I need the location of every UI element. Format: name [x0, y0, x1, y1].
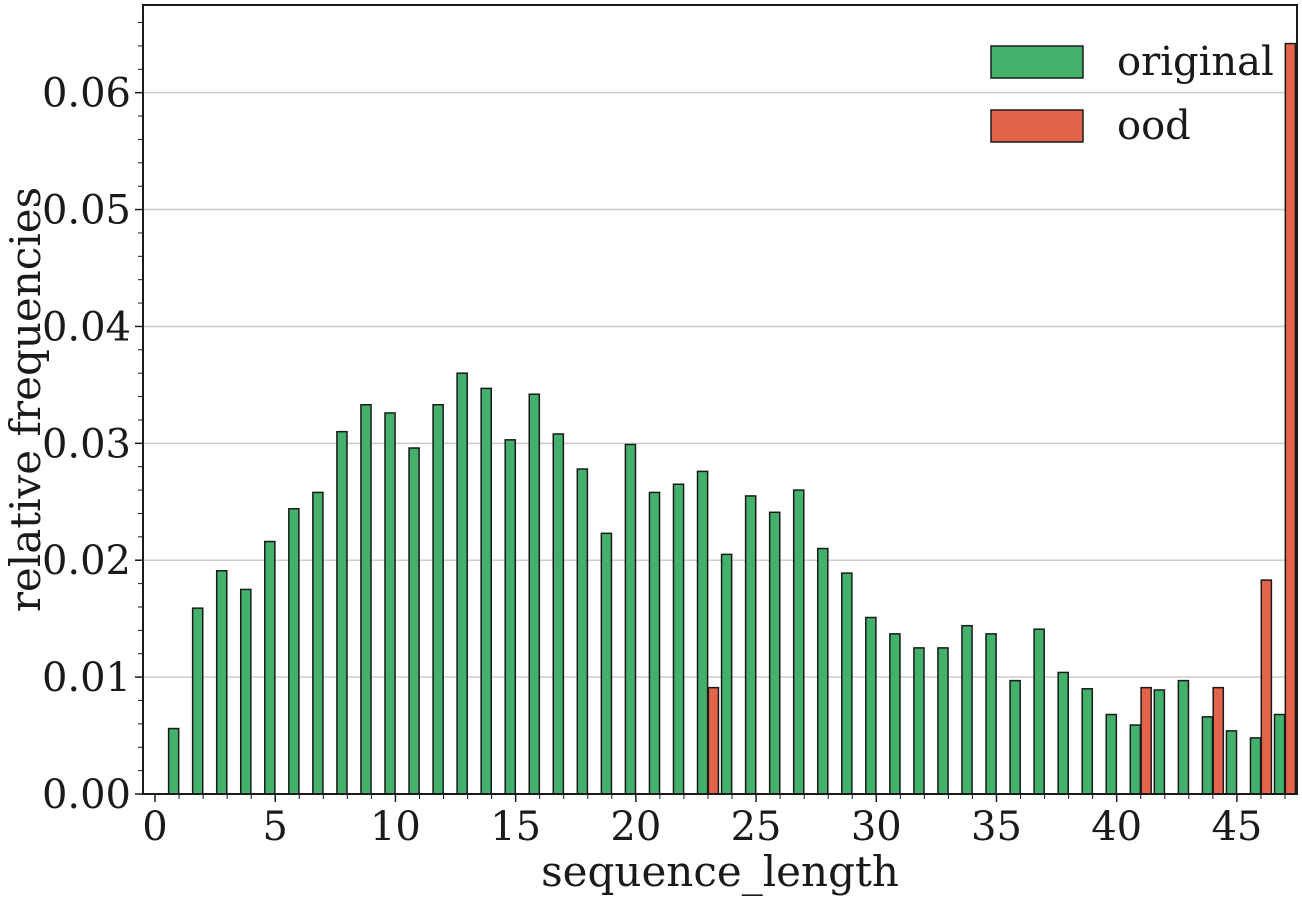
bar-original-37: [1033, 628, 1045, 795]
bar-original-46: [1249, 737, 1262, 795]
legend: original ood: [990, 39, 1274, 149]
x-tick-label-35: 35: [971, 804, 1022, 850]
y-tick-label-0: 0.00: [42, 772, 131, 818]
bar-original-38: [1057, 671, 1069, 795]
bar-original-29: [841, 572, 853, 795]
y-tick-label-5: 0.05: [42, 188, 131, 234]
bar-original-14: [480, 387, 492, 795]
legend-label-ood: ood: [1117, 103, 1191, 149]
y-tick-label-3: 0.03: [42, 421, 131, 467]
bar-original-21: [648, 491, 661, 795]
bar-original-43: [1177, 679, 1190, 795]
y-axis: 0.00 0.01 0.02 0.03 0.04 0.05 0.06: [42, 22, 143, 818]
bar-original-8: [336, 430, 348, 795]
bar-original-26: [768, 511, 781, 795]
y-tick-label-6: 0.06: [42, 71, 131, 117]
x-tick-label-5: 5: [263, 804, 288, 850]
bar-ood-23: [707, 686, 720, 795]
bar-original-7: [312, 491, 324, 795]
y-tick-label-2: 0.02: [42, 538, 131, 584]
legend-swatch-original: [990, 45, 1084, 79]
bar-original-40: [1105, 713, 1118, 795]
bar-original-4: [239, 588, 252, 795]
bar-original-19: [600, 532, 613, 795]
bar-original-1: [167, 727, 180, 795]
bar-original-20: [624, 443, 637, 795]
bar-original-32: [913, 647, 925, 795]
bar-original-28: [816, 547, 829, 795]
x-tick-label-40: 40: [1091, 804, 1142, 850]
bar-original-25: [744, 495, 757, 795]
bar-original-30: [865, 616, 877, 795]
x-tick-label-20: 20: [610, 804, 661, 850]
bar-ood-46: [1260, 579, 1273, 795]
bar-original-39: [1081, 688, 1094, 795]
y-tick-label-4: 0.04: [42, 304, 131, 350]
bar-original-35: [985, 633, 997, 795]
bar-original-6: [288, 508, 300, 795]
bar-original-10: [384, 412, 396, 795]
bars: [167, 42, 1297, 795]
bar-original-12: [432, 404, 444, 795]
bar-original-42: [1153, 689, 1166, 795]
bar-original-23: [696, 470, 709, 795]
bar-original-18: [576, 468, 589, 795]
legend-label-original: original: [1117, 39, 1274, 85]
x-axis-label: sequence_length: [541, 847, 899, 896]
grid-lines: [143, 91, 1297, 678]
bar-ood-47: [1284, 42, 1297, 795]
y-tick-label-1: 0.01: [42, 655, 131, 701]
bar-original-27: [792, 489, 805, 795]
x-tick-label-10: 10: [370, 804, 421, 850]
bar-original-31: [889, 633, 901, 795]
bar-original-11: [408, 447, 420, 795]
bar-ood-41: [1140, 686, 1152, 795]
x-tick-label-15: 15: [490, 804, 541, 850]
bar-original-5: [264, 540, 276, 795]
x-axis: 0 5 10 15 20 25 30 35 40 45: [142, 794, 1286, 850]
plot-frame: [142, 4, 1298, 795]
bar-original-22: [672, 483, 685, 795]
bar-original-15: [504, 439, 517, 795]
bar-original-9: [360, 404, 372, 795]
bar-original-47: [1273, 713, 1286, 795]
x-tick-label-45: 45: [1211, 804, 1262, 850]
x-tick-label-0: 0: [142, 804, 167, 850]
y-axis-label: relative frequencies: [1, 187, 50, 612]
bar-original-3: [215, 569, 228, 795]
x-tick-label-25: 25: [731, 804, 782, 850]
bar-ood-44: [1212, 686, 1225, 795]
bar-original-44: [1201, 716, 1214, 795]
bar-original-33: [937, 647, 949, 795]
bar-original-36: [1009, 679, 1021, 795]
bar-original-17: [552, 433, 565, 795]
x-tick-label-30: 30: [851, 804, 902, 850]
bar-original-45: [1225, 730, 1238, 795]
bar-original-2: [191, 607, 204, 795]
legend-swatch-ood: [990, 109, 1084, 143]
bar-original-13: [456, 372, 468, 795]
bar-original-24: [720, 553, 733, 795]
bar-original-41: [1129, 724, 1142, 795]
bar-original-16: [528, 393, 541, 795]
bar-original-34: [961, 624, 973, 795]
